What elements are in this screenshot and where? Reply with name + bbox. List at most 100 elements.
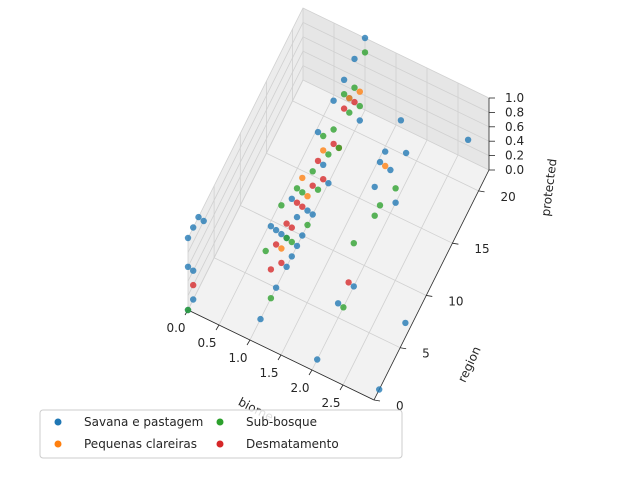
x-tick-mark [277, 354, 282, 361]
data-point [402, 319, 409, 327]
data-point [314, 356, 321, 363]
data-point [340, 304, 347, 311]
data-point [309, 211, 316, 218]
data-point [376, 202, 384, 209]
data-point [351, 98, 358, 106]
data-point [190, 267, 197, 274]
data-point [320, 176, 327, 183]
grid-line-z [187, 65, 490, 296]
data-point [299, 189, 306, 196]
data-point [371, 212, 378, 219]
data-point [184, 234, 192, 242]
data-point [293, 185, 301, 192]
legend-marker [54, 440, 62, 448]
y-tick-mark [478, 190, 485, 193]
axis-lines [184, 97, 495, 402]
data-point [356, 117, 363, 124]
data-point [309, 168, 316, 175]
x-tick-label: 2.0 [290, 381, 309, 395]
z-tick-label: 0.0 [505, 163, 524, 177]
data-point [293, 199, 301, 206]
x-tick-mark [215, 324, 220, 331]
tick-labels: 0.00.51.01.52.02.5 051015200.00.20.40.60.… [166, 91, 524, 413]
data-point [304, 207, 311, 214]
data-point [335, 144, 343, 152]
data-point [267, 266, 275, 273]
legend-label: Desmatamento [246, 437, 339, 451]
y-tick-mark [373, 399, 381, 402]
data-point [330, 97, 337, 104]
series-desmatamento [190, 98, 358, 289]
data-point [190, 296, 197, 303]
x-tick-label: 0.5 [197, 336, 216, 350]
data-point [195, 213, 202, 221]
axis-panes [188, 8, 489, 400]
x-tick-label: 1.0 [228, 351, 247, 365]
data-point [288, 224, 295, 231]
data-point [320, 147, 327, 154]
legend: Savana e pastagem Pequenas clareiras Sub-b… [39, 409, 403, 459]
data-point [283, 220, 290, 227]
series-sub-bosque [184, 49, 399, 314]
z-tick-label: 0.4 [505, 134, 524, 148]
data-point [356, 102, 363, 110]
data-point [464, 136, 472, 143]
data-point [351, 55, 358, 63]
z-tick-label: 0.6 [505, 120, 524, 134]
legend-box [39, 409, 403, 459]
y-axis-line [373, 169, 490, 401]
data-point [272, 226, 280, 234]
data-point [314, 186, 322, 193]
data-points [184, 34, 472, 393]
y-axis-label: region [455, 344, 484, 384]
data-point [351, 84, 358, 91]
data-point [267, 223, 275, 230]
data-point [299, 174, 306, 182]
data-point [278, 259, 285, 267]
series-pequenas-clareiras [278, 88, 389, 252]
legend-label: Sub-bosque [246, 415, 317, 429]
y-tick-label: 10 [448, 294, 463, 308]
data-point [334, 300, 342, 307]
data-point [288, 238, 295, 246]
data-point [361, 34, 369, 42]
data-point [350, 283, 357, 290]
y-tick-label: 20 [501, 190, 516, 204]
grid-line-z [187, 79, 490, 311]
data-point [257, 315, 264, 323]
data-point [272, 284, 280, 291]
y-tick-label: 15 [474, 242, 489, 256]
data-point [340, 76, 348, 84]
data-point [184, 263, 192, 270]
data-point [382, 162, 389, 170]
data-point [346, 109, 353, 116]
z-tick-label: 1.0 [505, 91, 524, 105]
data-point [267, 295, 275, 302]
y-tick-label: 0 [396, 399, 404, 413]
data-point [309, 182, 316, 189]
legend-marker [54, 418, 62, 426]
data-point [320, 132, 327, 140]
data-point [387, 166, 394, 174]
legend-marker [216, 440, 224, 448]
data-point [272, 241, 280, 248]
data-point [314, 128, 322, 136]
z-tick-label: 0.2 [505, 149, 524, 163]
series-savana-e-pastagem [184, 34, 472, 393]
x-tick-label: 0.0 [166, 321, 185, 335]
data-point [330, 140, 337, 148]
data-point [278, 245, 285, 252]
data-point [262, 247, 269, 255]
data-point [392, 185, 399, 192]
x-tick-label: 1.5 [259, 366, 278, 380]
data-point [184, 306, 192, 314]
data-point [397, 117, 405, 124]
legend-label: Pequenas clareiras [84, 437, 197, 451]
data-point [293, 242, 301, 250]
data-point [293, 213, 301, 221]
data-point [340, 91, 348, 98]
y-tick-mark [400, 347, 407, 350]
data-point [325, 180, 332, 187]
